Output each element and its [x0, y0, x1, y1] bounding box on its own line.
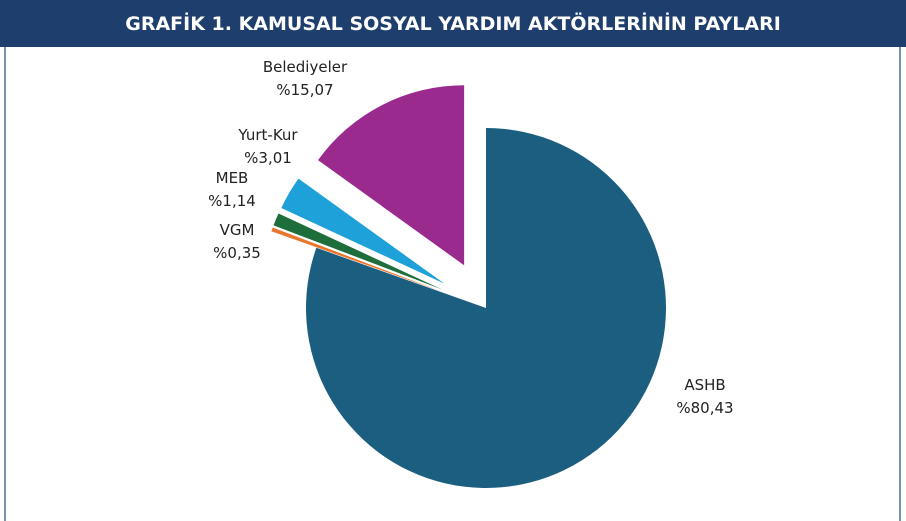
pie-slice	[318, 85, 465, 266]
pie-slice	[271, 227, 441, 292]
chart-title: GRAFİK 1. KAMUSAL SOSYAL YARDIM AKTÖRLER…	[125, 11, 781, 35]
pie-slice	[281, 178, 445, 284]
header-bar	[0, 0, 906, 47]
slice-value-label: %80,43	[676, 399, 733, 417]
slice-value-label: %0,35	[213, 244, 261, 262]
slice-label: MEB	[216, 169, 249, 187]
slice-label: ASHB	[684, 376, 725, 394]
slice-label: Belediyeler	[263, 58, 348, 76]
pie-slice	[273, 213, 442, 290]
pie-slice	[306, 128, 667, 488]
slice-label: VGM	[220, 221, 255, 239]
slice-value-label: %15,07	[276, 81, 333, 99]
slice-value-label: %3,01	[244, 149, 292, 167]
slice-value-label: %1,14	[208, 192, 256, 210]
slice-label: Yurt-Kur	[237, 126, 298, 144]
